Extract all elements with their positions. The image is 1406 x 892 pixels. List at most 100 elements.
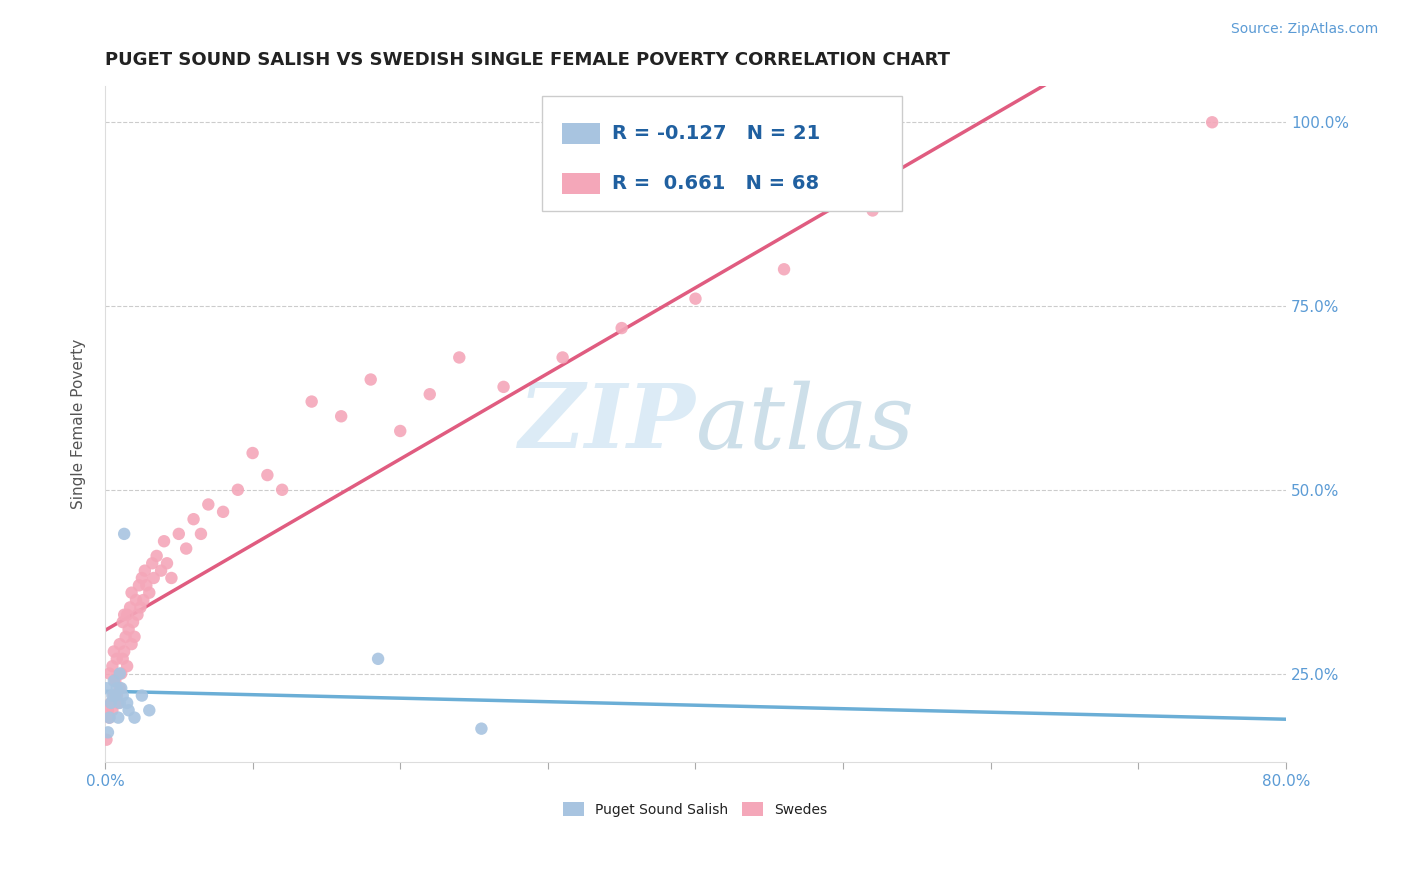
Point — [115, 696, 138, 710]
Point — [174, 541, 197, 556]
Bar — [562, 123, 600, 145]
Point — [115, 659, 138, 673]
Point — [115, 607, 138, 622]
Point — [103, 689, 125, 703]
Text: ZIP: ZIP — [519, 380, 696, 467]
Point — [98, 711, 121, 725]
Point — [108, 666, 131, 681]
Point — [160, 571, 183, 585]
Point — [107, 711, 129, 725]
Point — [101, 703, 124, 717]
Point — [197, 498, 219, 512]
Point — [107, 696, 129, 710]
Point — [112, 644, 135, 658]
Point — [108, 696, 131, 710]
Point — [610, 321, 633, 335]
Point — [110, 681, 132, 696]
Text: atlas: atlas — [696, 380, 914, 467]
Point — [153, 534, 176, 549]
Point — [97, 703, 120, 717]
Point — [156, 556, 179, 570]
Point — [120, 600, 142, 615]
Point — [1201, 115, 1223, 129]
Point — [128, 578, 150, 592]
Bar — [562, 173, 600, 194]
Point — [121, 637, 143, 651]
Point — [131, 689, 153, 703]
Point — [449, 351, 471, 365]
Point — [111, 652, 134, 666]
Point — [145, 549, 167, 563]
Point — [121, 585, 143, 599]
Text: R = -0.127   N = 21: R = -0.127 N = 21 — [612, 124, 820, 143]
Point — [105, 689, 128, 703]
Point — [112, 527, 135, 541]
Point — [142, 571, 165, 585]
Point — [103, 673, 125, 688]
Point — [111, 615, 134, 629]
Text: Source: ZipAtlas.com: Source: ZipAtlas.com — [1230, 22, 1378, 37]
Point — [101, 689, 124, 703]
Point — [389, 424, 412, 438]
Point — [105, 681, 128, 696]
Point — [97, 725, 120, 739]
Point — [141, 556, 163, 570]
Point — [226, 483, 249, 497]
Point — [470, 722, 492, 736]
Point — [419, 387, 441, 401]
Point — [167, 527, 190, 541]
Legend: Puget Sound Salish, Swedes: Puget Sound Salish, Swedes — [558, 797, 832, 822]
Point — [132, 593, 155, 607]
Point — [117, 623, 139, 637]
Point — [183, 512, 205, 526]
Point — [105, 652, 128, 666]
Point — [122, 615, 145, 629]
Point — [127, 607, 149, 622]
Point — [360, 372, 382, 386]
Point — [96, 681, 118, 696]
Point — [110, 666, 132, 681]
Point — [301, 394, 323, 409]
Point — [138, 585, 160, 599]
Point — [271, 483, 294, 497]
Point — [112, 607, 135, 622]
Point — [862, 203, 884, 218]
Point — [96, 732, 118, 747]
Text: PUGET SOUND SALISH VS SWEDISH SINGLE FEMALE POVERTY CORRELATION CHART: PUGET SOUND SALISH VS SWEDISH SINGLE FEM… — [105, 51, 950, 69]
Point — [104, 673, 127, 688]
Point — [101, 659, 124, 673]
Point — [108, 681, 131, 696]
Point — [256, 468, 278, 483]
Point — [685, 292, 707, 306]
Point — [98, 711, 121, 725]
Point — [111, 689, 134, 703]
Point — [104, 689, 127, 703]
Point — [124, 711, 146, 725]
Point — [114, 630, 136, 644]
Point — [135, 578, 157, 592]
Text: R =  0.661   N = 68: R = 0.661 N = 68 — [612, 174, 818, 193]
Point — [117, 703, 139, 717]
Point — [492, 380, 515, 394]
Point — [150, 564, 173, 578]
Point — [131, 571, 153, 585]
Point — [98, 666, 121, 681]
Point — [330, 409, 353, 424]
Point — [242, 446, 264, 460]
Point — [190, 527, 212, 541]
Point — [108, 637, 131, 651]
Point — [100, 696, 122, 710]
Point — [100, 696, 122, 710]
Point — [129, 600, 152, 615]
Y-axis label: Single Female Poverty: Single Female Poverty — [72, 338, 86, 508]
Point — [124, 630, 146, 644]
Point — [551, 351, 574, 365]
Point — [103, 644, 125, 658]
Point — [773, 262, 796, 277]
FancyBboxPatch shape — [541, 95, 903, 211]
Point — [134, 564, 156, 578]
Point — [367, 652, 389, 666]
Point — [138, 703, 160, 717]
Point — [212, 505, 235, 519]
Point — [125, 593, 148, 607]
